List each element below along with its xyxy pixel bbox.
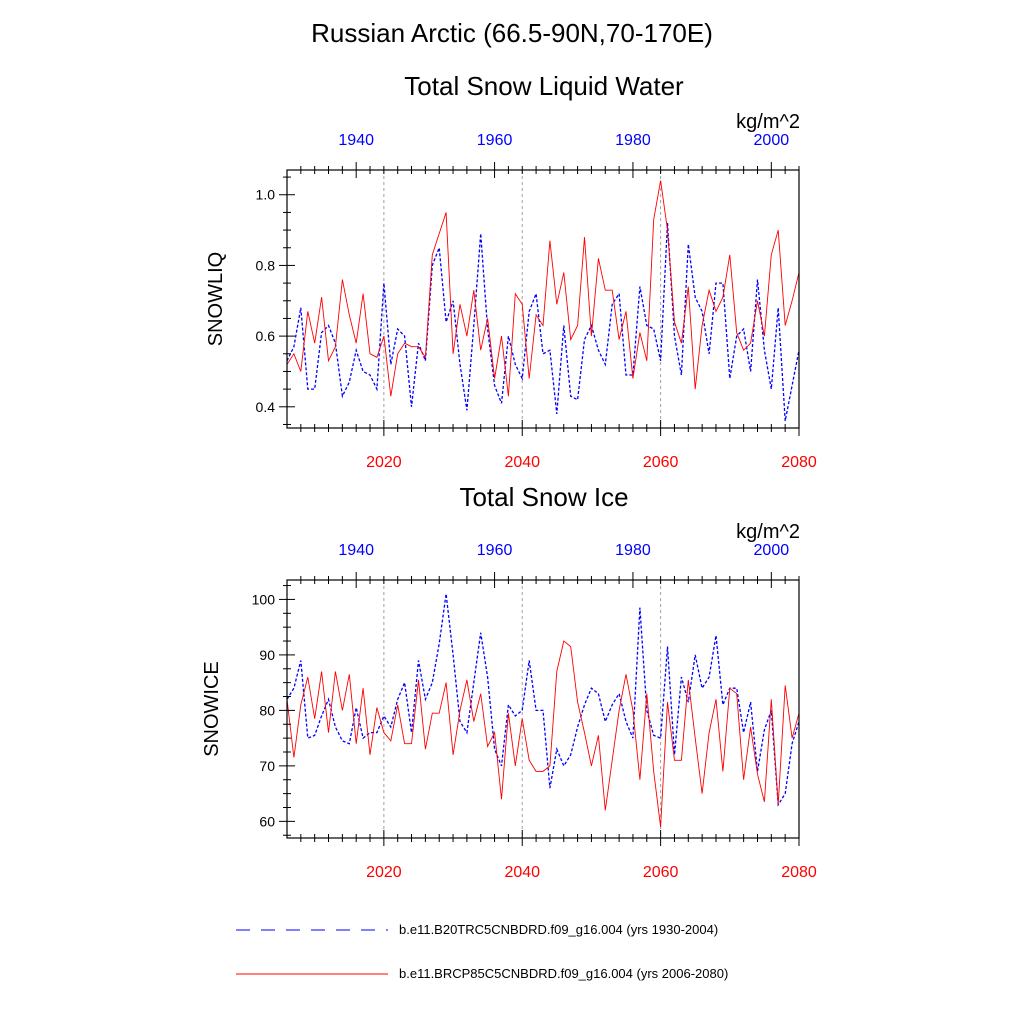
y-tick-label: 90 <box>259 647 275 663</box>
x-tick-label-bottom: 2080 <box>781 864 817 881</box>
figure-title: Russian Arctic (66.5-90N,70-170E) <box>311 18 713 48</box>
panel-title: Total Snow Liquid Water <box>404 71 684 101</box>
units-label: kg/m^2 <box>736 111 800 133</box>
series-line-rcp85 <box>287 180 799 397</box>
y-axis-label: SNOWICE <box>201 661 223 757</box>
series-line-rcp85 <box>287 640 799 827</box>
legend: b.e11.B20TRC5CNBDRD.f09_g16.004 (yrs 193… <box>236 922 728 981</box>
plot-frame <box>286 579 800 839</box>
x-tick-label-bottom: 2060 <box>643 454 679 471</box>
legend-label-rcp85: b.e11.BRCP85C5CNBDRD.f09_g16.004 (yrs 20… <box>399 966 728 981</box>
x-tick-label-top: 1980 <box>615 542 651 559</box>
x-tick-label-top: 1960 <box>477 132 513 149</box>
series-line-historical <box>287 593 799 807</box>
y-tick-label: 60 <box>259 813 275 829</box>
x-tick-label-bottom: 2040 <box>504 864 540 881</box>
legend-label-historical: b.e11.B20TRC5CNBDRD.f09_g16.004 (yrs 193… <box>399 922 718 937</box>
y-tick-label: 0.4 <box>256 399 276 415</box>
x-tick-label-top: 1940 <box>338 542 374 559</box>
x-tick-label-top: 1980 <box>615 132 651 149</box>
x-tick-label-top: 1960 <box>477 542 513 559</box>
units-label: kg/m^2 <box>736 521 800 543</box>
y-tick-label: 100 <box>252 591 276 607</box>
panel-title: Total Snow Ice <box>459 482 628 512</box>
y-tick-label: 70 <box>259 758 275 774</box>
x-tick-label-bottom: 2080 <box>781 454 817 471</box>
chart-panels: Total Snow Liquid Water kg/m^2 SNOWLIQ 2020… <box>201 71 817 881</box>
x-tick-label-top: 1940 <box>338 132 374 149</box>
y-tick-label: 80 <box>259 702 275 718</box>
y-axis-label: SNOWLIQ <box>205 252 227 346</box>
y-tick-label: 1.0 <box>256 187 276 203</box>
x-tick-label-top: 2000 <box>754 132 790 149</box>
panel-1: Total Snow Liquid Water kg/m^2 SNOWLIQ 2020… <box>205 71 817 471</box>
x-tick-label-bottom: 2020 <box>366 454 402 471</box>
y-tick-label: 0.8 <box>256 257 276 273</box>
x-tick-label-bottom: 2020 <box>366 864 402 881</box>
x-tick-label-bottom: 2060 <box>643 864 679 881</box>
y-tick-label: 0.6 <box>256 328 276 344</box>
plot-frame <box>286 169 800 429</box>
panel-2: Total Snow Ice kg/m^2 SNOWICE 2020 2040 2060 2… <box>201 482 817 881</box>
x-tick-label-bottom: 2040 <box>504 454 540 471</box>
x-tick-label-top: 2000 <box>754 542 790 559</box>
series-line-historical <box>287 222 799 422</box>
